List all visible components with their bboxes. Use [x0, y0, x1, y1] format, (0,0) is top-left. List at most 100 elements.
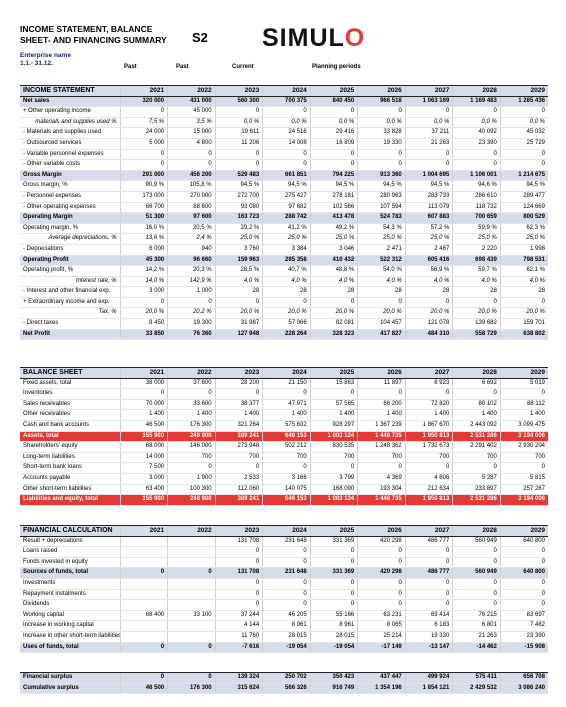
cell-value: 88 112 — [499, 399, 548, 411]
cell-value: 14,2 % — [119, 265, 168, 277]
cell-value: 350 423 — [309, 672, 358, 684]
cell-value: 41,2 % — [262, 223, 311, 235]
cell-value: 2025 — [309, 367, 358, 379]
cell-value: 28 200 — [214, 378, 263, 390]
cell-value: 0 — [119, 149, 168, 161]
cell-value: 283 733 — [404, 191, 453, 203]
cell-value: 0 — [404, 578, 453, 590]
cell-value: 48,8 % — [309, 265, 358, 277]
row-label: Repayment instalments — [20, 589, 121, 601]
cell-value: 212 634 — [404, 484, 453, 496]
cell-value: -19 054 — [309, 642, 358, 654]
cell-value: 0 — [214, 106, 263, 118]
cell-value: 100 300 — [167, 484, 216, 496]
cell-value: 23 390 — [452, 138, 501, 150]
cell-value: 420 298 — [357, 567, 406, 579]
income-statement-table: INCOME STATEMENT 2021 2022 2023 2024 2025 2026… — [20, 85, 548, 341]
cell-value: 278 181 — [309, 191, 358, 203]
cell-value: 46 500 — [119, 420, 168, 432]
cell-value: 560 949 — [452, 567, 501, 579]
cell-value: 0 — [119, 159, 168, 171]
cell-value: 0 — [167, 388, 216, 400]
cell-value: 2023 — [214, 525, 263, 537]
cell-value: 0 — [357, 546, 406, 558]
cell-value: 560 949 — [452, 536, 501, 548]
cell-value: 0,0 % — [214, 117, 263, 129]
row-label: - Other operating expenses — [20, 202, 121, 214]
cell-value: 0 — [167, 159, 216, 171]
cell-value: 69 414 — [404, 610, 453, 622]
cell-value: 928 297 — [309, 420, 358, 432]
cell-value: 0 — [309, 297, 358, 309]
enterprise-block: Enterprise name 1.1.- 31.12. — [20, 52, 71, 68]
cell-value: 228 264 — [262, 329, 311, 341]
cell-value: 139 682 — [452, 318, 501, 330]
cell-value: 700 — [309, 452, 358, 464]
row-label: - Personnel expenses — [20, 191, 121, 203]
cell-value: 113 079 — [404, 202, 453, 214]
cell-value: 0 — [452, 106, 501, 118]
income-row: Average depreciations, % 13,6 % 2,4 % 25,0 … — [20, 233, 548, 245]
cell-value: 0 — [452, 149, 501, 161]
cell-value: 1 950 813 — [404, 494, 453, 506]
cell-value: 2028 — [452, 367, 501, 379]
cell-value — [119, 620, 168, 632]
cell-value: 0 — [214, 546, 263, 558]
cell-value: 0 — [404, 149, 453, 161]
cell-value: 82 081 — [309, 318, 358, 330]
cell-value: 139 324 — [214, 672, 263, 684]
row-label: Inventories — [20, 388, 121, 400]
cell-value: 916 749 — [309, 683, 358, 695]
cell-value: 0 — [214, 599, 263, 611]
row-label: FINANCIAL CALCULATION — [20, 525, 121, 537]
cell-value: 646 153 — [262, 431, 311, 443]
cell-value: 68 400 — [119, 610, 168, 622]
cell-value: 2 533 — [214, 473, 263, 485]
cell-value: 4 800 — [167, 138, 216, 150]
cell-value: 328 323 — [309, 329, 358, 341]
cell-value — [167, 589, 216, 601]
cell-value: 63 231 — [357, 610, 406, 622]
cell-value: 0 — [309, 388, 358, 400]
cell-value: 66 700 — [119, 202, 168, 214]
row-label: Gross margin, % — [20, 180, 121, 192]
cell-value: 16 809 — [309, 138, 358, 150]
cell-value — [119, 599, 168, 611]
col-group-planning: Planning periods — [312, 64, 361, 70]
cell-value: 0 — [214, 589, 263, 601]
cell-value: 20,0 % — [404, 307, 453, 320]
cell-value: 2 930 204 — [499, 441, 548, 453]
cell-value: 3 000 — [119, 286, 168, 298]
cell-value: 0 — [167, 297, 216, 309]
cell-value: 20,0 % — [309, 307, 358, 320]
cell-value: 20,0 % — [214, 307, 263, 320]
income-row: - Depreciations 6 000 940 3 760 3 384 3 046 2 … — [20, 244, 548, 256]
cell-value: 830 535 — [309, 441, 358, 453]
income-row: Operating Profit 45 300 96 660 159 963 285 3… — [20, 255, 548, 267]
cell-value: 1 214 675 — [499, 170, 548, 182]
cell-value: 70 000 — [119, 399, 168, 411]
cell-value: 0 — [357, 589, 406, 601]
cell-value: 0 — [214, 159, 263, 171]
cell-value: 2029 — [499, 367, 548, 379]
cell-value: 0 — [309, 578, 358, 590]
cell-value: 698 439 — [452, 255, 501, 267]
cell-value: 413 478 — [309, 212, 358, 224]
cell-value: 286 610 — [452, 191, 501, 203]
financing-row: Increase in other short-term liabilities… — [20, 631, 548, 643]
cell-value: 2 443 092 — [452, 420, 501, 432]
cell-value: 1 248 362 — [357, 441, 406, 453]
cell-value: 558 729 — [452, 329, 501, 341]
cell-value: 25,0 % — [214, 233, 263, 245]
row-label: Net Profit — [20, 329, 121, 341]
row-label: Net sales — [20, 96, 121, 108]
cell-value: 502 212 — [262, 441, 311, 453]
cell-value: 2028 — [452, 525, 501, 537]
cell-value: 2021 — [119, 85, 168, 97]
cell-value: 840 450 — [309, 96, 358, 108]
cell-value: 45 000 — [167, 106, 216, 118]
cell-value: -15 908 — [499, 642, 548, 654]
cell-value: 59,7 % — [452, 265, 501, 277]
cell-value: 700 — [499, 452, 548, 464]
cell-value: 29,2 % — [214, 223, 263, 235]
